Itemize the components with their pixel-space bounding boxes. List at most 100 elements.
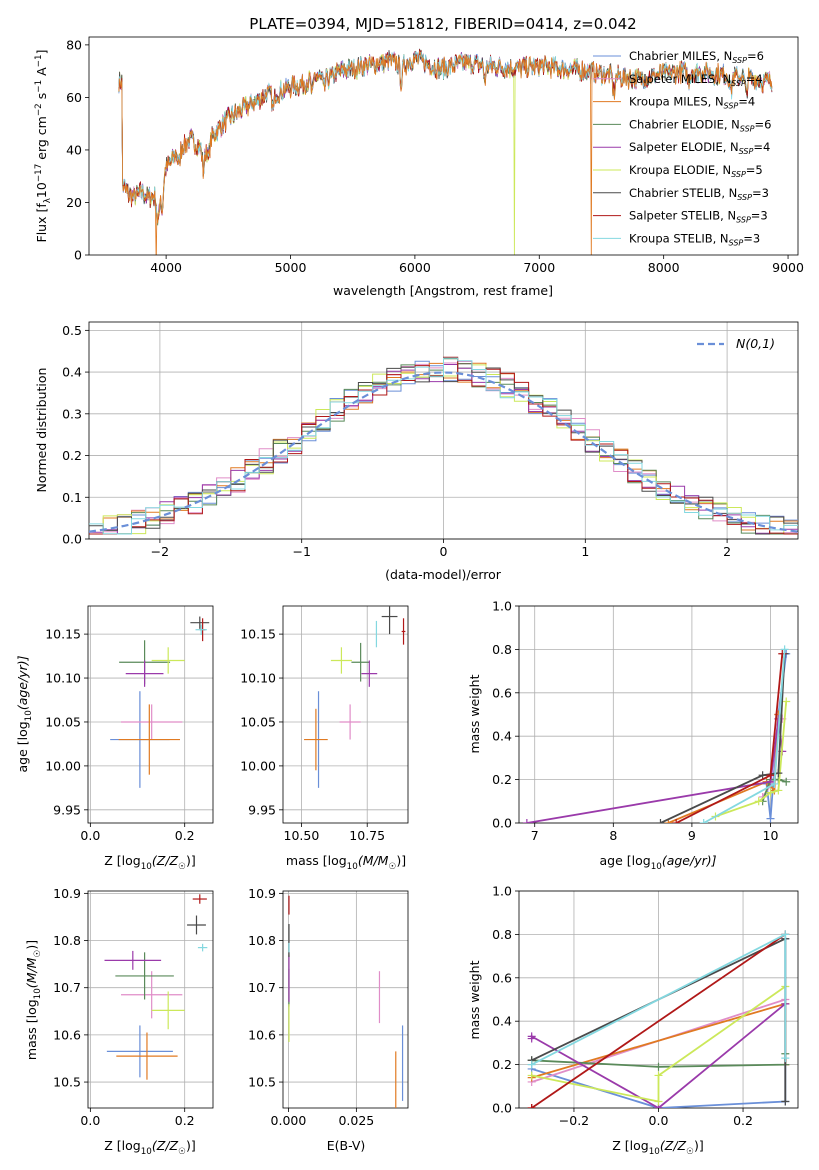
histogram-ytick-label: 0.2 bbox=[62, 448, 82, 463]
spectrum-ytick-label: 20 bbox=[66, 195, 82, 210]
legend-label: Salpeter ELODIE, NSSP=4 bbox=[629, 140, 770, 156]
mass-z-panel-ytick-label: 10.9 bbox=[53, 886, 81, 901]
age-mass-panel-ytick-label: 10.05 bbox=[240, 714, 276, 729]
mw-z-panel-ytick-label: 0.8 bbox=[492, 927, 512, 942]
mw-z-panel-marker-6 bbox=[781, 1097, 790, 1106]
mw-z-panel-marker-7 bbox=[527, 1104, 536, 1108]
age-z-panel-points bbox=[110, 616, 210, 788]
age-mass-panel-ytick-label: 10.00 bbox=[240, 758, 276, 773]
mw-age-panel-ytick-label: 0.2 bbox=[492, 772, 512, 787]
age-z-panel-ytick-label: 9.95 bbox=[53, 802, 81, 817]
mass-ebv-panel-xtick-label: 0.025 bbox=[338, 1113, 374, 1128]
spectrum-title: PLATE=0394, MJD=51812, FIBERID=0414, z=0… bbox=[249, 15, 636, 33]
mass-z-ylabel: mass [log10(M/M☉)] bbox=[24, 940, 43, 1060]
mw-z-panel-series-7 bbox=[531, 933, 786, 1108]
mw-z-panel-xtick-label: 0.2 bbox=[733, 1113, 753, 1128]
spectrum-xtick-label: 8000 bbox=[648, 260, 680, 275]
spectrum-xlabel: wavelength [Angstrom, rest frame] bbox=[333, 283, 553, 298]
spectrum-panel: 4000 5000 6000 7000 8000 9000 0 20 40 60 80 PLATE=0… bbox=[34, 15, 804, 298]
mw-z-panel-lines bbox=[527, 930, 790, 1108]
spectrum-ytick-label: 0 bbox=[74, 248, 82, 263]
spectrum-lines bbox=[118, 48, 773, 255]
mw-age-panel-ytick-label: 0.4 bbox=[492, 729, 512, 744]
mass-z-panel-xtick-label: 0.0 bbox=[80, 1113, 100, 1128]
mass-ebv-panel-ytick-label: 10.5 bbox=[248, 1075, 276, 1090]
histogram-xlabel: (data-model)/error bbox=[385, 567, 502, 582]
legend-label: Kroupa STELIB, NSSP=3 bbox=[629, 231, 760, 247]
mass-z-panel-ytick-label: 10.8 bbox=[53, 933, 81, 948]
mass-ebv-panel-frame bbox=[282, 890, 409, 1109]
age-z-ylabel: age [log10(age/yr)] bbox=[15, 655, 34, 772]
histogram-xtick-label: −1 bbox=[292, 544, 310, 559]
histogram-xtick-label: 2 bbox=[723, 544, 731, 559]
age-mass-panel-ytick-label: 10.15 bbox=[240, 627, 276, 642]
age-z-panel: 0.0 0.2 9.95 10.00 10.05 10.10 10.15 Z [log10(Z… bbox=[15, 605, 214, 872]
mass-z-panel: 0.0 0.2 10.5 10.6 10.7 10.8 10.9 Z [log10(Z/Z☉)… bbox=[24, 886, 214, 1157]
mass-z-xlabel: Z [log10(Z/Z☉)] bbox=[104, 1138, 195, 1157]
histogram-ytick-label: 0.4 bbox=[62, 365, 82, 380]
mw-age-panel-marker-7 bbox=[766, 771, 775, 780]
histogram-ylabel: Normed distribution bbox=[34, 368, 49, 493]
mw-z-xlabel: Z [log10(Z/Z☉)] bbox=[612, 1138, 703, 1157]
mass-ebv-xlabel: E(B-V) bbox=[327, 1138, 366, 1153]
histogram-steps bbox=[89, 356, 798, 535]
mw-age-panel-marker-3 bbox=[782, 777, 791, 786]
mw-age-panel-xtick-label: 8 bbox=[609, 828, 617, 843]
mw-age-panel-marker-7 bbox=[672, 819, 681, 823]
mw-z-panel-ytick-label: 0.2 bbox=[492, 1057, 512, 1072]
mw-age-panel-ytick-label: 0.0 bbox=[492, 816, 512, 831]
mw-z-panel-marker-3 bbox=[654, 1062, 663, 1071]
legend-label: Chabrier ELODIE, NSSP=6 bbox=[629, 117, 771, 133]
age-z-xlabel: Z [log10(Z/Z☉)] bbox=[104, 853, 195, 872]
spectrum-ylabel: Flux [fλ10−17 erg cm−2 s−1 A−1] bbox=[34, 50, 53, 243]
normal-curve bbox=[89, 371, 798, 533]
spectrum-frame bbox=[88, 36, 799, 256]
mw-z-panel-marker-8 bbox=[781, 930, 790, 939]
mw-age-panel-frame bbox=[518, 605, 799, 824]
mw-age-panel-marker-6 bbox=[758, 771, 767, 780]
mw-age-panel-xtick-label: 10 bbox=[763, 828, 779, 843]
mass-z-panel-frame bbox=[87, 890, 214, 1109]
spectrum-xtick-label: 9000 bbox=[772, 260, 804, 275]
mw-z-panel-marker-5 bbox=[654, 1097, 663, 1106]
age-z-panel-frame bbox=[87, 605, 214, 824]
histogram-xtick-label: −2 bbox=[151, 544, 169, 559]
legend-label: Kroupa MILES, NSSP=4 bbox=[629, 95, 755, 111]
mw-age-panel-marker-8 bbox=[780, 645, 789, 654]
mw-age-panel-xtick-label: 7 bbox=[531, 828, 539, 843]
spectrum-xtick-label: 4000 bbox=[150, 260, 182, 275]
mw-age-panel-marker-5 bbox=[754, 797, 763, 806]
mw-age-panel-marker-6 bbox=[656, 819, 665, 823]
mass-ebv-panel-ytick-label: 10.6 bbox=[248, 1027, 276, 1042]
mass-ebv-panel-points bbox=[288, 895, 404, 1108]
age-mass-panel-points bbox=[304, 606, 406, 788]
age-z-panel-ytick-label: 10.00 bbox=[45, 758, 81, 773]
spectrum-xtick-label: 5000 bbox=[275, 260, 307, 275]
spectrum-xtick-label: 7000 bbox=[523, 260, 555, 275]
mw-z-panel-ytick-label: 0.6 bbox=[492, 970, 512, 985]
histogram-xtick-label: 1 bbox=[581, 544, 589, 559]
histogram-ytick-label: 0.0 bbox=[62, 532, 82, 547]
legend-label: Chabrier MILES, NSSP=6 bbox=[629, 49, 764, 65]
mw-z-panel-ytick-label: 0.4 bbox=[492, 1014, 512, 1029]
mw-age-panel-marker-8 bbox=[699, 819, 708, 823]
age-z-panel-xtick-label: 0.0 bbox=[80, 828, 100, 843]
histogram-ytick-label: 0.5 bbox=[62, 323, 82, 338]
age-z-panel-ytick-label: 10.05 bbox=[45, 714, 81, 729]
age-z-panel-ytick-label: 10.10 bbox=[45, 671, 81, 686]
mass-ebv-panel-ytick-label: 10.7 bbox=[248, 980, 276, 995]
age-mass-panel: 10.50 10.75 9.95 10.00 10.05 10.10 10.15 mass [… bbox=[240, 605, 409, 872]
mass-z-panel-ytick-label: 10.7 bbox=[53, 980, 81, 995]
mw-z-panel-marker-8 bbox=[527, 1060, 536, 1069]
mw-age-panel-marker-8 bbox=[770, 779, 779, 788]
mw-z-panel-marker-8 bbox=[781, 1054, 790, 1063]
mass-ebv-panel-ytick-label: 10.8 bbox=[248, 933, 276, 948]
age-z-panel-xtick-label: 0.2 bbox=[175, 828, 195, 843]
histogram-ytick-label: 0.1 bbox=[62, 490, 82, 505]
mw-z-panel-marker-4 bbox=[527, 1032, 536, 1041]
age-mass-xlabel: mass [log10(M/M☉)] bbox=[286, 853, 406, 872]
mass-z-panel-points bbox=[104, 894, 208, 1080]
mass-z-panel-ytick-label: 10.6 bbox=[53, 1027, 81, 1042]
histogram-ytick-label: 0.3 bbox=[62, 406, 82, 421]
